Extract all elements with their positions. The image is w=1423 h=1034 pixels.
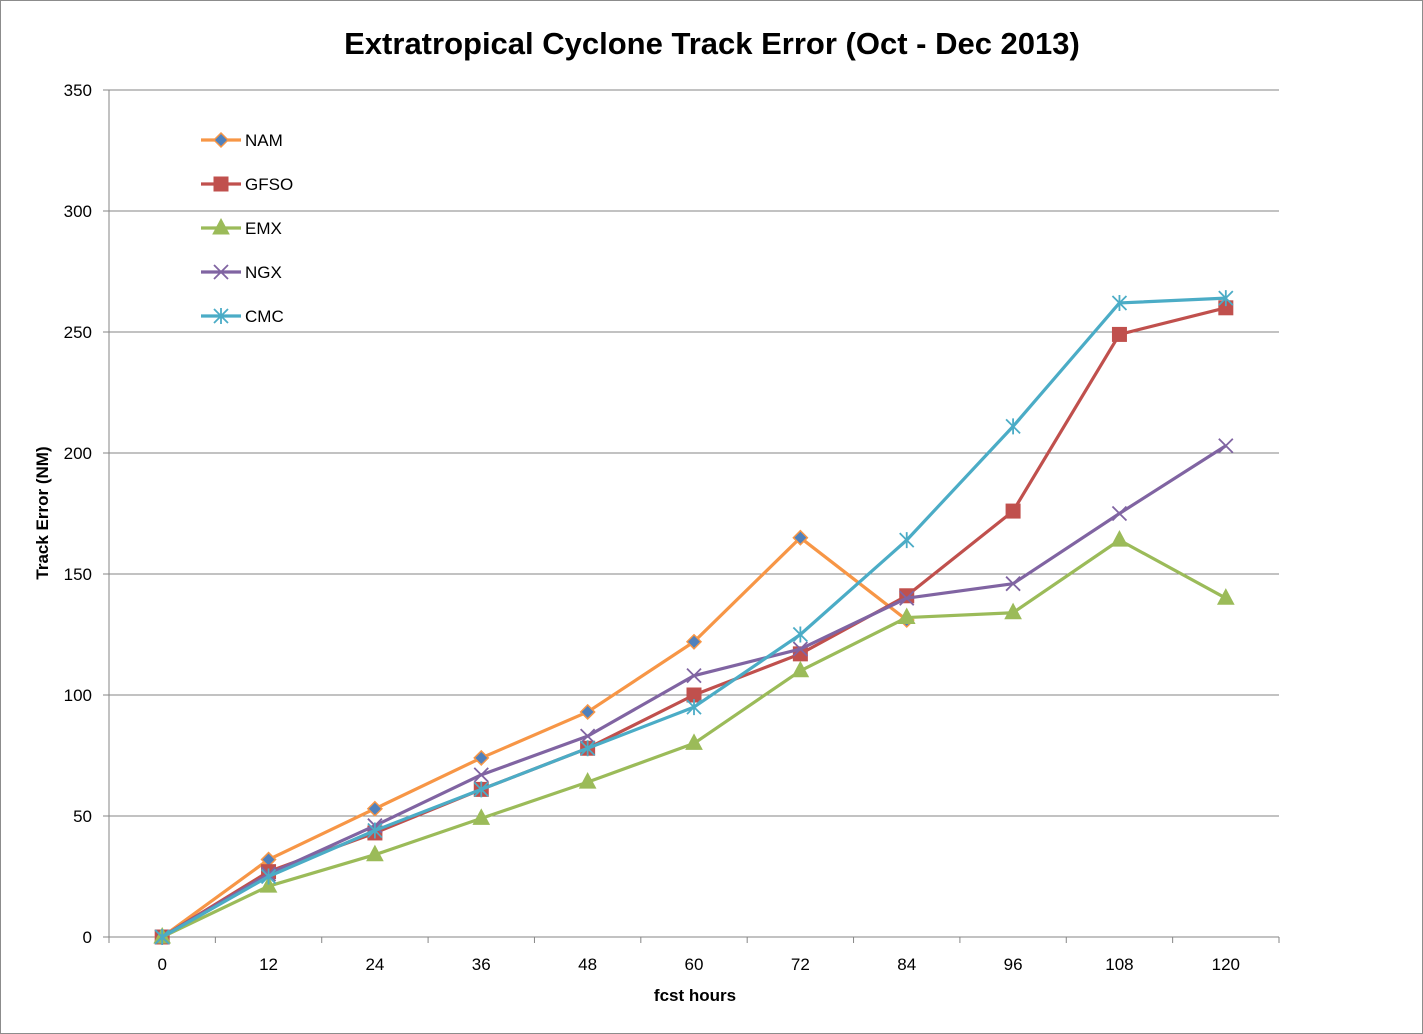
data-point <box>366 844 384 862</box>
x-tick-label: 120 <box>1212 955 1240 974</box>
data-point <box>792 641 809 657</box>
data-point <box>1218 290 1234 307</box>
data-point <box>154 929 170 945</box>
y-tick-label: 150 <box>64 565 92 584</box>
data-point <box>473 749 490 766</box>
data-point <box>1111 294 1128 311</box>
legend-label: NGX <box>245 263 282 282</box>
data-point <box>367 822 383 839</box>
chart-title: Extratropical Cyclone Track Error (Oct -… <box>344 26 1080 61</box>
x-tick-label: 60 <box>685 955 704 974</box>
data-point <box>473 767 489 783</box>
legend-item-emx: EMX <box>201 217 282 238</box>
data-point <box>686 668 702 684</box>
data-point <box>1005 576 1021 592</box>
y-tick-label: 0 <box>83 928 92 947</box>
series-emx <box>153 530 1235 944</box>
y-tick-label: 50 <box>73 807 92 826</box>
x-tick-label: 96 <box>1004 955 1023 974</box>
x-axis-label: fcst hours <box>654 986 736 1005</box>
data-point <box>686 699 702 716</box>
x-tick-label: 84 <box>897 955 916 974</box>
legend: NAM GFSO EMX NGX CMC <box>201 131 293 326</box>
data-point <box>685 633 703 650</box>
legend-label: GFSO <box>245 175 293 194</box>
data-point <box>1218 438 1234 454</box>
series-cmc <box>154 290 1234 945</box>
legend-item-ngx: NGX <box>201 263 282 282</box>
x-tick-label: 36 <box>472 955 491 974</box>
x-tick-label: 0 <box>157 955 166 974</box>
data-point <box>899 532 915 549</box>
y-tick-label: 350 <box>64 81 92 100</box>
legend-item-nam: NAM <box>201 131 283 150</box>
data-point <box>473 781 489 798</box>
x-tick-label: 72 <box>791 955 810 974</box>
data-point <box>791 660 810 678</box>
y-tick-label: 100 <box>64 686 92 705</box>
x-tick-label: 24 <box>365 955 384 974</box>
x-tick-label: 48 <box>578 955 597 974</box>
data-point <box>685 733 703 750</box>
legend-marker <box>213 176 229 192</box>
legend-marker <box>212 217 230 235</box>
y-tick-label: 200 <box>64 444 92 463</box>
data-point <box>792 626 809 643</box>
legend-marker <box>213 308 229 324</box>
data-point <box>260 868 277 885</box>
data-point <box>1005 418 1021 435</box>
series-lines <box>153 290 1235 946</box>
axes: 0 50 100 150 200 250 300 350 0 12 24 36 48 60 72 84 96 10… <box>64 81 1280 974</box>
data-point <box>899 590 915 606</box>
data-point <box>1216 588 1235 605</box>
legend-label: CMC <box>245 307 284 326</box>
data-point <box>1004 602 1022 620</box>
data-point <box>578 772 597 789</box>
data-point <box>579 728 596 744</box>
x-tick-label: 12 <box>259 955 278 974</box>
series-line <box>161 536 908 939</box>
y-axis-label: Track Error (NM) <box>33 446 52 579</box>
data-point <box>792 529 809 546</box>
data-point <box>897 607 916 625</box>
series-line <box>161 296 1226 939</box>
x-tick-label: 108 <box>1105 955 1133 974</box>
legend-label: EMX <box>245 219 282 238</box>
legend-item-cmc: CMC <box>201 307 284 326</box>
data-point <box>366 800 383 817</box>
legend-item-gfso: GFSO <box>201 175 293 194</box>
series-line <box>161 306 1227 939</box>
data-point <box>579 703 596 721</box>
legend-label: NAM <box>245 131 283 150</box>
data-point <box>259 876 278 893</box>
legend-marker <box>212 131 230 149</box>
y-tick-label: 250 <box>64 323 92 342</box>
series-ngx <box>154 438 1234 945</box>
y-tick-label: 300 <box>64 202 92 221</box>
series-gfso <box>154 300 1234 945</box>
gridlines <box>109 89 1279 817</box>
data-point <box>472 808 491 825</box>
data-point <box>1111 326 1127 342</box>
data-point <box>1110 530 1129 547</box>
data-point <box>1111 505 1128 522</box>
legend-marker <box>213 264 229 280</box>
data-point <box>1005 503 1021 519</box>
data-point <box>579 740 596 757</box>
